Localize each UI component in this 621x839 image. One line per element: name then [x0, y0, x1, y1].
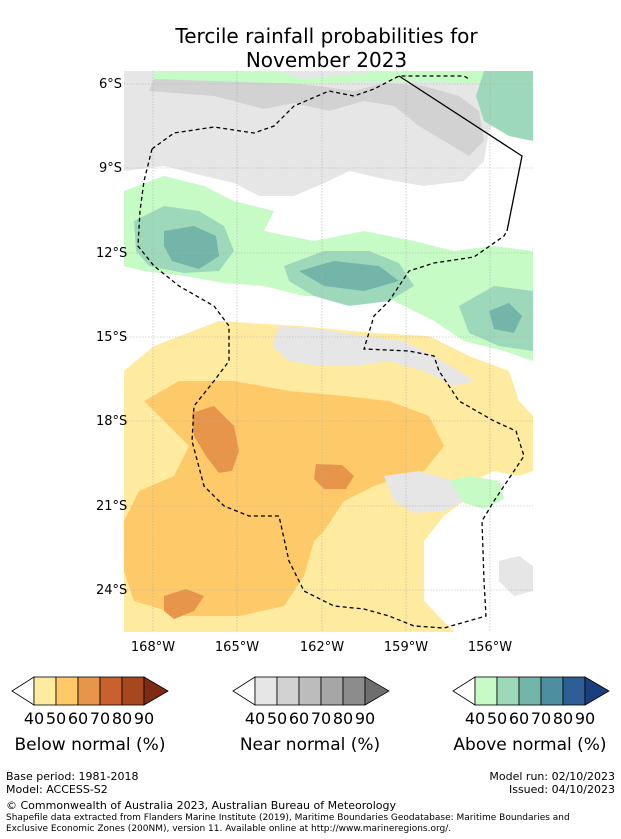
tick-label: 50 — [45, 709, 67, 728]
lat-label-12s: 12°S — [96, 246, 128, 261]
map-title: Tercile rainfall probabilities for Novem… — [0, 24, 621, 72]
tick-label: 90 — [574, 709, 596, 728]
lon-label-162w: 162°W — [299, 640, 345, 655]
colorbar-segment — [254, 676, 278, 706]
title-line-2: November 2023 — [245, 48, 408, 72]
model-run-text: Model run: 02/10/2023 — [489, 770, 615, 783]
lat-label-21s: 21°S — [96, 499, 128, 514]
colorbar-segment — [540, 676, 564, 706]
lon-label-156w: 156°W — [467, 640, 513, 655]
eez-boundaries — [137, 75, 525, 629]
tick-label: 70 — [89, 709, 111, 728]
colorbar-extend-high — [584, 676, 610, 706]
colorbar-below-normal — [11, 676, 169, 706]
colorbar-segment — [298, 676, 322, 706]
model-text: Model: ACCESS-S2 — [6, 783, 108, 796]
tick-label: 70 — [530, 709, 552, 728]
colorbar-segment — [77, 676, 101, 706]
map-gridlines — [124, 71, 533, 632]
colorbar-below-title: Below normal (%) — [14, 735, 166, 755]
near-normal-region — [124, 71, 533, 596]
colorbar-segment — [474, 676, 498, 706]
colorbar-extend-high — [143, 676, 169, 706]
colorbar-extend-low — [232, 676, 256, 706]
colorbar-segment — [518, 676, 542, 706]
lat-label-6s: 6°S — [98, 77, 122, 92]
tick-label: 50 — [486, 709, 508, 728]
rainfall-map — [124, 71, 533, 632]
colorbar-near-title: Near normal (%) — [239, 735, 381, 755]
colorbar-segment — [99, 676, 123, 706]
copyright-text: © Commonwealth of Australia 2023, Austra… — [6, 799, 396, 812]
colorbar-segment — [562, 676, 586, 706]
colorbar-near-normal — [232, 676, 390, 706]
colorbar-extend-low — [11, 676, 35, 706]
tick-label: 40 — [23, 709, 45, 728]
colorbar-extend-high — [364, 676, 390, 706]
colorbar-segment — [121, 676, 145, 706]
tick-label: 60 — [288, 709, 310, 728]
below-normal-region — [124, 321, 533, 632]
tick-label: 40 — [464, 709, 486, 728]
tick-label: 90 — [133, 709, 155, 728]
colorbar-extend-low — [452, 676, 476, 706]
lat-label-18s: 18°S — [96, 414, 128, 429]
lon-label-165w: 165°W — [214, 640, 260, 655]
title-line-1: Tercile rainfall probabilities for — [175, 24, 478, 48]
colorbar-segment — [276, 676, 300, 706]
colorbar-above-title: Above normal (%) — [453, 735, 607, 755]
colorbar-segment — [320, 676, 344, 706]
tick-label: 60 — [508, 709, 530, 728]
lat-label-24s: 24°S — [96, 583, 128, 598]
tick-label: 80 — [552, 709, 574, 728]
lat-label-15s: 15°S — [96, 330, 128, 345]
lon-label-168w: 168°W — [130, 640, 176, 655]
colorbar-above-normal — [452, 676, 610, 706]
tick-label: 70 — [310, 709, 332, 728]
shapefile-credit-line-1: Shapefile data extracted from Flanders M… — [6, 813, 570, 823]
tick-label: 50 — [266, 709, 288, 728]
lon-label-159w: 159°W — [383, 640, 429, 655]
tick-label: 80 — [111, 709, 133, 728]
colorbar-segment — [342, 676, 366, 706]
base-period-text: Base period: 1981-2018 — [6, 770, 139, 783]
issued-text: Issued: 04/10/2023 — [508, 783, 615, 796]
tick-label: 90 — [354, 709, 376, 728]
tick-label: 60 — [67, 709, 89, 728]
lat-label-9s: 9°S — [98, 161, 122, 176]
tick-label: 80 — [332, 709, 354, 728]
above-normal-region — [124, 71, 533, 509]
colorbar-segment — [496, 676, 520, 706]
colorbar-segment — [33, 676, 57, 706]
tick-label: 40 — [244, 709, 266, 728]
shapefile-credit-line-2: Exclusive Economic Zones (200NM), versio… — [6, 824, 452, 834]
colorbar-segment — [55, 676, 79, 706]
